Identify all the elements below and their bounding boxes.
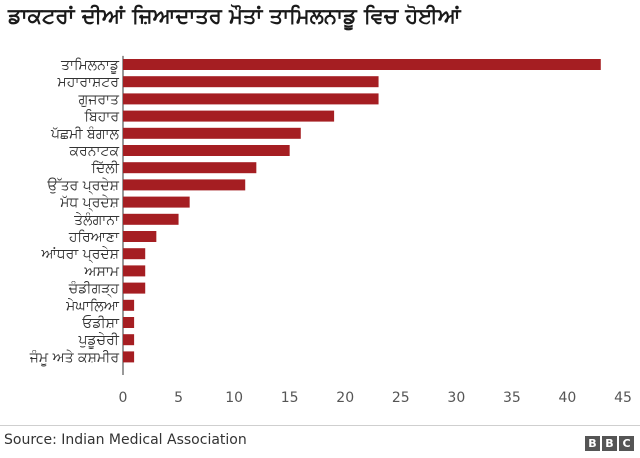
category-label: ਆਂਧਰਾ ਪ੍ਰਦੇਸ਼ [40, 247, 119, 264]
bar [123, 162, 257, 174]
bar [123, 351, 135, 363]
category-label: ਜੰਮੂ ਅਤੇ ਕਸ਼ਮੀਰ [29, 349, 120, 366]
x-tick-label: 45 [614, 390, 632, 406]
bar [123, 317, 135, 328]
category-label: ਹਰਿਆਣਾ [68, 230, 120, 246]
x-tick-label: 15 [281, 390, 299, 406]
bar [123, 179, 246, 191]
bbc-logo-block: B [585, 436, 600, 451]
bar [123, 265, 146, 277]
bar [123, 127, 301, 139]
bbc-logo-block: B [602, 436, 617, 451]
bar-chart: ਤਾਮਿਲਨਾਡੂਮਹਾਰਾਸ਼ਟਰਗੁਜਰਾਤਬਿਹਾਰਪੱਛਮੀ ਬੰਗਾਲ… [29, 55, 632, 406]
category-label: ਮਹਾਰਾਸ਼ਟਰ [57, 75, 120, 91]
bar [123, 93, 379, 105]
category-label: ਅਸਾਮ [83, 264, 119, 280]
category-label: ਪੱਛਮੀ ਬੰਗਾਲ [50, 125, 120, 142]
bar [123, 76, 379, 88]
category-label: ਗੁਜਰਾਤ [77, 92, 120, 108]
x-tick-label: 5 [174, 390, 183, 406]
category-label: ਬਿਹਾਰ [83, 109, 119, 125]
bar [123, 282, 146, 294]
category-label: ਉੱਤਰ ਪ੍ਰਦੇਸ਼ [46, 178, 119, 195]
bar [123, 213, 179, 225]
category-label: ਦਿੱਲੀ [91, 161, 120, 177]
chart-title: ਡਾਕਟਰਾਂ ਦੀਆਂ ਜ਼ਿਆਦਾਤਰ ਮੌਤਾਂ ਤਾਮਿਲਨਾਡੂ ਵਿ… [8, 4, 461, 28]
bar [123, 334, 135, 346]
x-tick-label: 35 [503, 390, 521, 406]
category-label: ਮੱਧ ਪ੍ਰਦੇਸ਼ [59, 195, 119, 212]
category-label: ਤੇਲੰਗਾਨਾ [73, 211, 120, 228]
category-label: ਕਰਨਾਟਕ [68, 144, 119, 160]
x-tick-label: 25 [392, 390, 410, 406]
x-tick-label: 10 [225, 390, 243, 406]
footer-divider [0, 425, 640, 426]
bbc-logo: B B C [585, 436, 634, 451]
bar [123, 231, 157, 242]
bar [123, 248, 146, 260]
bar [123, 299, 135, 311]
bar [123, 59, 601, 70]
x-tick-label: 20 [336, 390, 354, 406]
bar [123, 196, 190, 208]
x-tick-label: 40 [559, 390, 577, 406]
category-label: ਚੰਡੀਗੜ੍ਹ [68, 280, 120, 298]
bar [123, 110, 335, 122]
category-label: ਤਾਮਿਲਨਾਡੂ [60, 58, 120, 74]
category-label: ਓਡੀਸ਼ਾ [81, 315, 120, 332]
x-tick-label: 0 [119, 390, 128, 406]
category-label: ਪੁਡੂਚੇਰੀ [78, 333, 120, 349]
bar [123, 145, 290, 156]
source-text: Source: Indian Medical Association [4, 432, 247, 448]
category-label: ਮੇਘਾਲਿਆ [65, 298, 120, 314]
bbc-logo-block: C [619, 436, 634, 451]
x-tick-label: 30 [447, 390, 465, 406]
